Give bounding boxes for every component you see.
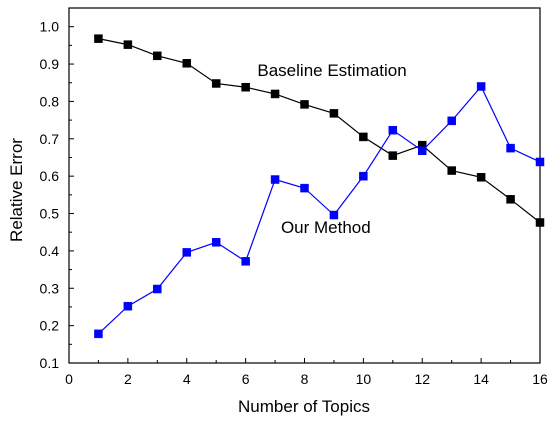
annotation-group: Baseline Estimation Our Method bbox=[257, 61, 406, 237]
baseline-series-group bbox=[94, 34, 545, 227]
baseline-data-point bbox=[153, 51, 162, 61]
y-axis-tick-label: 0.1 bbox=[40, 355, 60, 371]
x-axis-tick-label: 6 bbox=[242, 371, 250, 387]
our-method-data-point bbox=[447, 116, 456, 126]
our-method-data-point bbox=[506, 143, 515, 153]
x-axis-tick-label: 10 bbox=[356, 371, 372, 387]
baseline-data-point bbox=[388, 151, 398, 160]
y-axis-tick-label: 0.3 bbox=[40, 280, 60, 296]
x-axis-tick-label: 16 bbox=[532, 371, 548, 387]
baseline-data-point bbox=[182, 59, 191, 68]
y-axis-tick-label: 0.7 bbox=[40, 131, 60, 147]
our-method-data-point bbox=[182, 248, 191, 257]
our-method-data-point bbox=[388, 125, 398, 135]
our-method-data-point bbox=[211, 238, 221, 247]
y-axis-label: Relative Error bbox=[7, 138, 26, 242]
baseline-data-point bbox=[329, 109, 339, 118]
x-axis-tick-label: 0 bbox=[65, 371, 73, 387]
baseline-data-point bbox=[506, 195, 515, 204]
our-method-data-point bbox=[94, 329, 103, 339]
our-method-data-point bbox=[300, 183, 309, 193]
our-method-data-point bbox=[418, 146, 427, 155]
y-axis-tick-label: 0.5 bbox=[40, 206, 60, 222]
baseline-data-point bbox=[359, 132, 368, 142]
our-method-series-line bbox=[98, 85, 541, 335]
series-group bbox=[94, 34, 545, 339]
baseline-data-point bbox=[241, 82, 250, 92]
baseline-data-point bbox=[447, 166, 456, 175]
x-axis-label: Number of Topics bbox=[238, 397, 370, 416]
our-method-data-point bbox=[329, 210, 339, 220]
our-method-data-point bbox=[476, 82, 486, 91]
our-method-data-point bbox=[123, 301, 133, 311]
x-axis-tick-label: 4 bbox=[183, 371, 191, 387]
baseline-data-point bbox=[270, 89, 280, 99]
y-axis-tick-label: 1.0 bbox=[40, 19, 60, 35]
y-axis-tick-label: 0.6 bbox=[40, 168, 60, 184]
our-method-data-point bbox=[535, 157, 545, 167]
x-axis-tick-label: 2 bbox=[124, 371, 132, 387]
our-method-series-group bbox=[94, 82, 545, 339]
y-axis-tick-label: 0.8 bbox=[40, 93, 60, 109]
baseline-data-point bbox=[211, 79, 221, 88]
baseline-data-point bbox=[300, 100, 309, 109]
x-axis-tick-label: 12 bbox=[414, 371, 430, 387]
our-method-data-point bbox=[241, 257, 250, 266]
our-method-data-point bbox=[153, 284, 162, 294]
y-axis-tick-label: 0.2 bbox=[40, 318, 60, 334]
our-method-data-point bbox=[359, 171, 368, 181]
x-axis-tick-label: 8 bbox=[301, 371, 309, 387]
y-axis-tick-label: 0.9 bbox=[40, 56, 60, 72]
baseline-data-point bbox=[535, 218, 545, 227]
baseline-data-point bbox=[123, 40, 133, 49]
y-axis: 0.1 0.2 0.3 0.4 0.5 0.6 0.7 0.8 0.9 1.0 bbox=[40, 19, 74, 371]
baseline-series-annotation: Baseline Estimation bbox=[257, 61, 406, 80]
x-axis: 0 2 4 6 8 10 12 14 16 bbox=[65, 358, 548, 387]
y-axis-tick-label: 0.4 bbox=[40, 243, 60, 259]
baseline-data-point bbox=[94, 34, 103, 43]
x-axis-tick-label: 14 bbox=[473, 371, 489, 387]
baseline-series-line bbox=[98, 38, 541, 223]
our-method-series-annotation: Our Method bbox=[281, 218, 371, 237]
our-method-data-point bbox=[270, 175, 280, 184]
baseline-data-point bbox=[476, 173, 486, 182]
